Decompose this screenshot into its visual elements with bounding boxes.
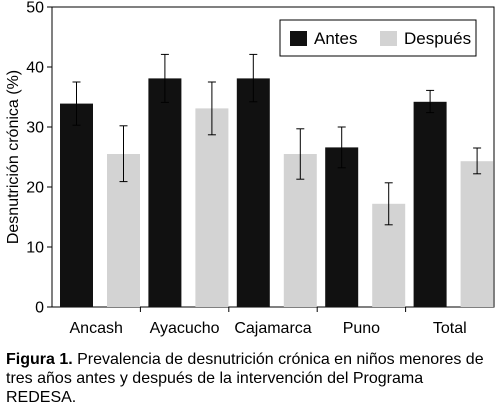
error-bar [160, 53, 169, 103]
caption-label: Figura 1. [6, 351, 73, 368]
error-bar [337, 126, 346, 169]
y-tick-label: 30 [26, 120, 44, 137]
y-tick-label: 10 [26, 240, 44, 257]
y-axis: 0 10 20 30 40 50 [26, 0, 52, 317]
x-tick-label: Total [433, 320, 467, 337]
legend: Antes Después [279, 19, 477, 57]
x-tick-label: Puno [343, 320, 380, 337]
legend-box [279, 19, 477, 57]
caption-text: Prevalencia de desnutrición crónica en n… [6, 351, 484, 406]
bar-despus-total [460, 161, 494, 307]
bar-antes-puno [325, 147, 359, 307]
y-tick-label: 50 [26, 0, 44, 17]
y-tick-label: 40 [26, 60, 44, 77]
bar-antes-total [413, 101, 447, 307]
x-tick-label: Ayacucho [150, 320, 220, 337]
y-tick-label: 20 [26, 180, 44, 197]
bar-antes-ayacucho [148, 78, 182, 308]
plot-area [51, 6, 495, 308]
x-tick-label: Ancash [70, 320, 123, 337]
error-bar [426, 89, 435, 114]
error-bar [119, 125, 128, 183]
x-axis: Ancash Ayacucho Cajamarca Puno Total [70, 307, 467, 337]
error-bar [296, 128, 305, 180]
x-tick-label: Cajamarca [234, 320, 311, 337]
y-axis-label: Desnutrición crónica (%) [5, 70, 22, 244]
error-bar [384, 182, 393, 226]
figure-caption: Figura 1. Prevalencia de desnutrición cr… [6, 350, 496, 407]
error-bar [473, 147, 482, 175]
error-bar [249, 53, 258, 103]
bar-despus-ayacucho [195, 108, 229, 308]
error-bar [72, 81, 81, 126]
legend-label: Después [404, 29, 471, 48]
y-tick-label: 0 [35, 300, 44, 317]
plot-frame [51, 6, 495, 308]
legend-label: Antes [314, 29, 357, 48]
bar-antes-ancash [60, 103, 93, 307]
bar-chart: 0 10 20 30 40 50 Ancash Ayacucho Cajamarca Puno T… [5, 0, 495, 337]
bar-antes-cajamarca [236, 78, 270, 308]
legend-swatch [380, 31, 397, 46]
error-bar [207, 81, 216, 136]
legend-swatch [290, 31, 307, 46]
